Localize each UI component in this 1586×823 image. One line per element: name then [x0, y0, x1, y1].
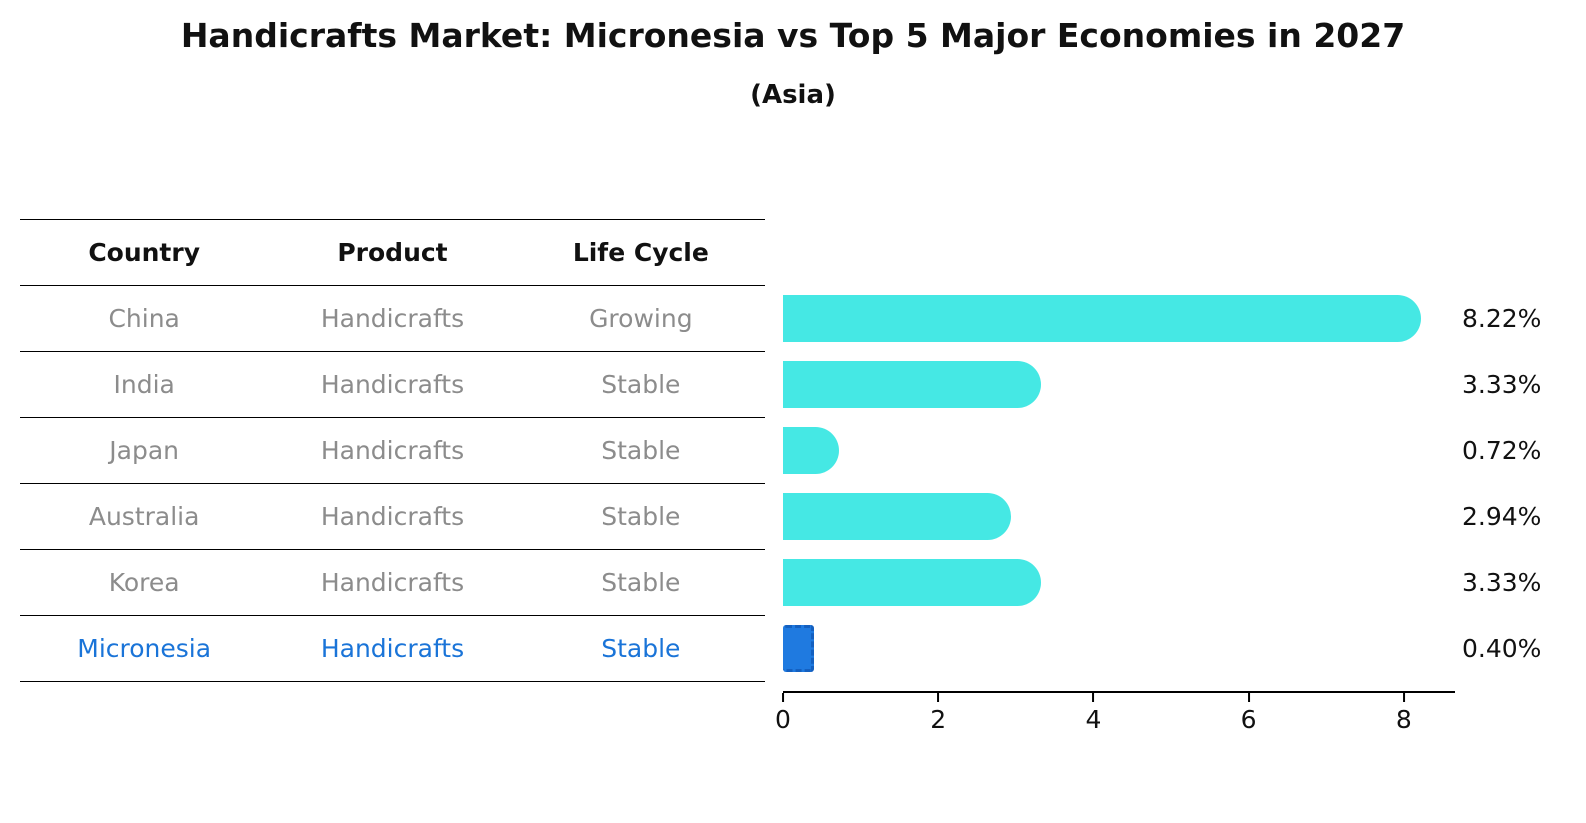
bar-row — [783, 285, 1455, 351]
bar-row — [783, 483, 1455, 549]
table-row: Japan Handicrafts Stable — [20, 417, 765, 484]
cell-product: Handicrafts — [268, 483, 517, 550]
cell-country: Micronesia — [20, 615, 269, 682]
chart-subtitle: (Asia) — [750, 80, 836, 110]
table-row: Korea Handicrafts Stable — [20, 549, 765, 616]
x-tick-mark — [782, 693, 784, 702]
bar-row — [783, 549, 1455, 615]
bar-japan — [783, 426, 839, 474]
cell-life-cycle: Stable — [516, 351, 765, 418]
table-body: China Handicrafts Growing India Handicra… — [20, 285, 765, 682]
x-tick-label: 8 — [1395, 705, 1412, 734]
bar-plot — [783, 285, 1455, 693]
column-header-country: Country — [20, 219, 269, 286]
bar-value-label: 0.40% — [1462, 633, 1542, 663]
bar-value-label: 2.94% — [1462, 501, 1542, 531]
cell-product: Handicrafts — [268, 285, 517, 352]
bar-row — [783, 417, 1455, 483]
x-tick: 6 — [1241, 693, 1257, 734]
cell-country: Korea — [20, 549, 269, 616]
column-header-product: Product — [268, 219, 517, 286]
bar-korea — [783, 558, 1042, 606]
bar-china — [783, 294, 1421, 342]
bar-india — [783, 360, 1042, 408]
cell-country: China — [20, 285, 269, 352]
bar-row — [783, 351, 1455, 417]
value-labels: 8.22% 3.33% 0.72% 2.94% 3.33% 0.40% — [1462, 285, 1582, 681]
x-tick-mark — [1092, 693, 1095, 702]
table-header-row: Country Product Life Cycle — [20, 219, 765, 286]
x-tick: 2 — [930, 693, 946, 734]
bar-value-label: 3.33% — [1462, 369, 1542, 399]
x-tick-mark — [1247, 693, 1250, 702]
x-tick: 0 — [775, 693, 791, 734]
cell-product: Handicrafts — [268, 615, 517, 682]
cell-country: Australia — [20, 483, 269, 550]
cell-product: Handicrafts — [268, 549, 517, 616]
cell-product: Handicrafts — [268, 351, 517, 418]
bar-value-label: 3.33% — [1462, 567, 1542, 597]
x-tick-label: 6 — [1240, 705, 1257, 734]
x-tick-mark — [937, 693, 940, 702]
cell-country: India — [20, 351, 269, 418]
x-axis: 0 2 4 6 8 — [775, 693, 1455, 734]
cell-life-cycle: Stable — [516, 549, 765, 616]
bar-australia — [783, 492, 1012, 540]
cell-life-cycle: Stable — [516, 417, 765, 484]
table-header: Country Product Life Cycle — [20, 219, 765, 286]
x-tick-label: 4 — [1085, 705, 1102, 734]
table-row: Micronesia Handicrafts Stable — [20, 615, 765, 682]
table-row: India Handicrafts Stable — [20, 351, 765, 418]
bar-micronesia — [783, 624, 815, 672]
bar-value-label: 0.72% — [1462, 435, 1542, 465]
bar-row — [783, 615, 1455, 681]
table-row: Australia Handicrafts Stable — [20, 483, 765, 550]
country-table: Country Product Life Cycle China Handicr… — [20, 219, 765, 682]
chart-title: Handicrafts Market: Micronesia vs Top 5 … — [180, 16, 1406, 55]
table-row: China Handicrafts Growing — [20, 285, 765, 352]
cell-country: Japan — [20, 417, 269, 484]
cell-life-cycle: Stable — [516, 483, 765, 550]
cell-product: Handicrafts — [268, 417, 517, 484]
x-tick-label: 2 — [930, 705, 947, 734]
x-tick-label: 0 — [775, 705, 791, 734]
cell-life-cycle: Stable — [516, 615, 765, 682]
bar-value-label: 8.22% — [1462, 303, 1542, 333]
x-tick-mark — [1402, 693, 1405, 702]
x-tick: 8 — [1396, 693, 1412, 734]
cell-life-cycle: Growing — [516, 285, 765, 352]
column-header-life-cycle: Life Cycle — [516, 219, 765, 286]
x-tick: 4 — [1085, 693, 1101, 734]
